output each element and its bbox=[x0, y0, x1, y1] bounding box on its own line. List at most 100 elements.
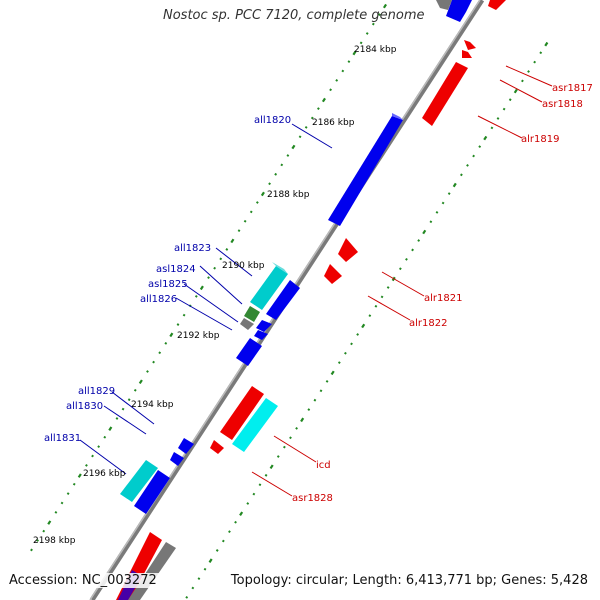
tick-dot bbox=[435, 210, 439, 214]
tick-dot bbox=[133, 388, 137, 392]
tick-dots bbox=[30, 3, 549, 599]
gene-icd[interactable] bbox=[232, 398, 278, 452]
tick-dot bbox=[289, 436, 292, 440]
tick-dot bbox=[382, 3, 388, 9]
tick-dot bbox=[398, 267, 402, 271]
tick-dot bbox=[313, 398, 317, 402]
tick-dot bbox=[255, 201, 259, 204]
tick-dot bbox=[295, 426, 298, 430]
gene-blue-1832[interactable] bbox=[134, 470, 170, 514]
tick-dot bbox=[368, 314, 372, 318]
tick-dot bbox=[228, 530, 231, 534]
tick-dot bbox=[169, 332, 174, 338]
gene-asl1824[interactable] bbox=[244, 306, 260, 322]
gene-all1831[interactable] bbox=[120, 460, 158, 502]
tick-dot bbox=[452, 182, 457, 188]
gene-alr1821[interactable] bbox=[338, 238, 358, 262]
tick-dot bbox=[378, 13, 381, 17]
tick-dot bbox=[300, 417, 305, 423]
gene-top-blue[interactable] bbox=[446, 0, 472, 22]
tick-dot bbox=[243, 219, 247, 223]
accession-label: Accession: NC_003272 bbox=[7, 573, 159, 588]
gene-label-all1829[interactable]: all1829 bbox=[78, 386, 115, 397]
tick-dot bbox=[321, 97, 326, 103]
gene-label-asl1824[interactable]: asl1824 bbox=[156, 264, 196, 275]
gene-top-red[interactable] bbox=[488, 0, 506, 10]
tick-dot bbox=[441, 201, 445, 205]
tick-dot bbox=[291, 144, 296, 150]
tick-dot bbox=[478, 145, 482, 149]
tick-dot bbox=[359, 41, 363, 45]
tick-dot bbox=[91, 454, 94, 458]
tick-dot bbox=[138, 379, 143, 385]
gene-asr1817[interactable] bbox=[464, 40, 476, 50]
gene-label-alr1821[interactable]: alr1821 bbox=[424, 293, 462, 304]
gene-label-asr1817[interactable]: asr1817 bbox=[552, 83, 593, 94]
tick-dot bbox=[417, 239, 421, 242]
tick-dot bbox=[380, 295, 384, 299]
tick-dot bbox=[405, 257, 408, 261]
topology-label: Topology: circular; Length: 6,413,771 bp… bbox=[228, 573, 590, 588]
tick-dot bbox=[158, 351, 162, 355]
tick-dot bbox=[347, 60, 351, 64]
gene-all1829[interactable] bbox=[178, 438, 194, 454]
gene-top-gray[interactable] bbox=[436, 0, 452, 10]
gene-blue-1827[interactable] bbox=[236, 338, 262, 366]
gene-all1826[interactable] bbox=[256, 320, 272, 332]
tick-dot bbox=[356, 333, 360, 336]
gene-label-all1831[interactable]: all1831 bbox=[44, 433, 81, 444]
tick-dot bbox=[246, 502, 250, 505]
gene-label-all1820[interactable]: all1820 bbox=[254, 115, 291, 126]
tick-dot bbox=[252, 492, 256, 496]
gene-label-alr1822[interactable]: alr1822 bbox=[409, 318, 447, 329]
gene-red-big[interactable] bbox=[220, 386, 264, 440]
tick-dot bbox=[258, 483, 262, 487]
tick-dot bbox=[429, 220, 433, 224]
gene-label-all1826[interactable]: all1826 bbox=[140, 294, 177, 305]
tick-dot bbox=[466, 164, 469, 167]
tick-dot bbox=[422, 229, 427, 235]
gene-label-asl1825[interactable]: asl1825 bbox=[148, 279, 188, 290]
gene-label-alr1819[interactable]: alr1819 bbox=[521, 134, 559, 145]
tick-dot bbox=[411, 248, 414, 252]
gene-label-all1830[interactable]: all1830 bbox=[66, 401, 103, 412]
tick-dot bbox=[344, 351, 347, 355]
tick-dot bbox=[36, 539, 39, 542]
gene-asr1828[interactable] bbox=[210, 440, 224, 454]
tick-dot bbox=[215, 549, 219, 552]
tick-dot bbox=[341, 69, 345, 73]
tick-dot bbox=[103, 435, 107, 439]
tick-dot bbox=[225, 248, 229, 251]
gene-asl1825[interactable] bbox=[240, 318, 254, 330]
gene-all1820[interactable] bbox=[328, 116, 403, 226]
gene-label-icd[interactable]: icd bbox=[316, 460, 331, 471]
gene-label-asr1828[interactable]: asr1828 bbox=[292, 493, 333, 504]
tick-dot bbox=[447, 192, 451, 195]
gene-asr1818[interactable] bbox=[462, 50, 472, 58]
tick-dot bbox=[335, 79, 339, 82]
kbp-label: 2184 kbp bbox=[354, 45, 397, 55]
tick-dot bbox=[97, 445, 101, 449]
tick-dot bbox=[219, 257, 223, 261]
kbp-label: 2198 kbp bbox=[33, 536, 76, 546]
kbp-label: 2190 kbp bbox=[222, 261, 265, 271]
gene-all1823[interactable] bbox=[250, 266, 288, 310]
gene-blue-small2[interactable] bbox=[254, 330, 268, 340]
gene-alr1822[interactable] bbox=[324, 264, 342, 284]
tick-dot bbox=[319, 389, 323, 393]
genome-title: Nostoc sp. PCC 7120, complete genome bbox=[163, 8, 425, 23]
gene-alr1819[interactable] bbox=[422, 62, 468, 126]
gene-label-asr1818[interactable]: asr1818 bbox=[542, 99, 583, 110]
gene-label-all1823[interactable]: all1823 bbox=[174, 243, 211, 254]
tick-dot bbox=[460, 173, 463, 177]
gene-all1830[interactable] bbox=[170, 452, 184, 466]
tick-dot bbox=[221, 539, 225, 543]
tick-dot bbox=[42, 529, 46, 533]
tick-dot bbox=[191, 586, 195, 590]
kbp-label: 2192 kbp bbox=[177, 331, 220, 341]
tick-dot bbox=[508, 98, 512, 102]
tick-dot bbox=[539, 51, 543, 55]
tick-dot bbox=[283, 445, 286, 449]
gene-blue-1823b[interactable] bbox=[266, 280, 300, 320]
